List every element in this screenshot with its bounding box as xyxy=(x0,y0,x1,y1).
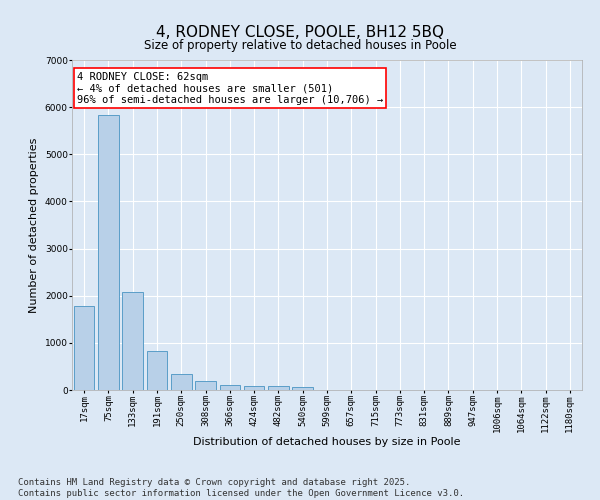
Bar xyxy=(74,306,94,390)
Text: 4 RODNEY CLOSE: 62sqm
← 4% of detached houses are smaller (501)
96% of semi-deta: 4 RODNEY CLOSE: 62sqm ← 4% of detached h… xyxy=(77,72,383,105)
Text: Size of property relative to detached houses in Poole: Size of property relative to detached ho… xyxy=(143,38,457,52)
Bar xyxy=(220,385,240,390)
Bar xyxy=(292,388,313,390)
Bar xyxy=(171,374,191,390)
X-axis label: Distribution of detached houses by size in Poole: Distribution of detached houses by size … xyxy=(193,438,461,448)
Y-axis label: Number of detached properties: Number of detached properties xyxy=(29,138,39,312)
Text: Contains HM Land Registry data © Crown copyright and database right 2025.
Contai: Contains HM Land Registry data © Crown c… xyxy=(18,478,464,498)
Bar xyxy=(244,386,265,390)
Bar xyxy=(122,292,143,390)
Bar xyxy=(146,352,167,390)
Bar xyxy=(98,114,119,390)
Text: 4, RODNEY CLOSE, POOLE, BH12 5BQ: 4, RODNEY CLOSE, POOLE, BH12 5BQ xyxy=(156,25,444,40)
Bar xyxy=(195,382,216,390)
Bar xyxy=(268,386,289,390)
